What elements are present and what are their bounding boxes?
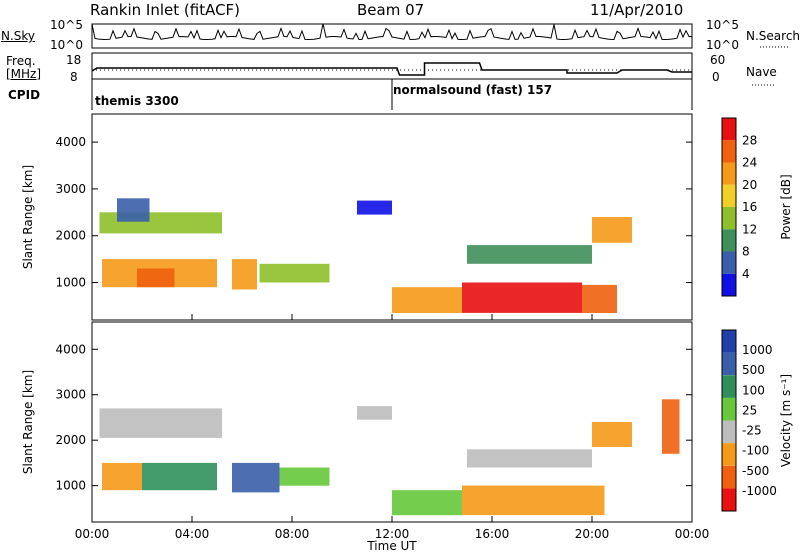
power-colorbar-swatch	[722, 273, 736, 297]
power-region	[467, 245, 592, 264]
velocity-region	[99, 408, 222, 438]
velocity-region	[392, 490, 462, 516]
power-colorbar-swatch	[722, 162, 736, 185]
power-ytick-label: 2000	[55, 229, 86, 243]
power-colorbar-tick: 16	[742, 200, 757, 214]
nave-tick-bottom: 0	[712, 70, 720, 84]
velocity-colorbar-swatch	[722, 375, 736, 398]
velocity-colorbar-swatch	[722, 488, 736, 511]
power-region	[357, 200, 392, 215]
power-colorbar-swatch	[722, 118, 736, 141]
power-colorbar-swatch	[722, 229, 736, 252]
power-region	[462, 282, 582, 313]
cpid-mode-1: themis 3300	[95, 94, 179, 108]
velocity-colorbar-label: Velocity [m s⁻¹]	[779, 374, 793, 467]
xtick-label: 08:00	[275, 527, 310, 541]
velocity-colorbar-frame	[721, 329, 737, 512]
velocity-region	[102, 462, 142, 491]
power-ylabel: Slant Range [km]	[21, 165, 35, 269]
xtick-label: 04:00	[175, 527, 210, 541]
velocity-colorbar-tick: -25	[742, 424, 762, 438]
power-ytick-label: 4000	[55, 135, 86, 149]
velocity-region	[462, 485, 605, 516]
power-colorbar-swatch	[722, 140, 736, 163]
velocity-region	[357, 406, 392, 420]
nsearch-label: N.Search	[746, 29, 800, 43]
nsky-label: N.Sky	[1, 29, 36, 43]
power-ytick-label: 1000	[55, 276, 86, 290]
velocity-colorbar-swatch	[722, 397, 736, 421]
freq-tick-top: 18	[66, 53, 82, 67]
power-region	[259, 263, 330, 283]
station-title: Rankin Inlet (fitACF)	[90, 1, 241, 19]
freq-label: Freq.	[6, 54, 36, 68]
power-region	[117, 198, 150, 222]
freq-unit: [MHz]	[6, 67, 42, 81]
power-region	[392, 287, 462, 313]
nsearch-tick-bottom: 10^0	[706, 38, 739, 52]
power-colorbar-swatch	[722, 207, 736, 230]
nsky-trace	[91, 23, 692, 41]
power-colorbar-tick: 12	[742, 222, 757, 236]
xtick-label: 12:00	[375, 527, 410, 541]
power-ytick-label: 3000	[55, 182, 86, 196]
nave-label: Nave	[746, 65, 777, 79]
velocity-colorbar-tick: 100	[742, 383, 765, 397]
xtick-label: 20:00	[575, 527, 610, 541]
nave-tick-top: 60	[710, 53, 726, 67]
velocity-ytick-label: 4000	[55, 342, 86, 356]
cpid-label: CPID	[8, 88, 41, 102]
power-colorbar-frame	[721, 117, 737, 297]
freq-trace	[91, 62, 692, 76]
xtick-label: 16:00	[475, 527, 510, 541]
power-colorbar-swatch	[722, 184, 736, 208]
velocity-colorbar-tick: 1000	[742, 343, 773, 357]
velocity-colorbar-swatch	[722, 420, 736, 444]
velocity-region	[662, 399, 680, 454]
velocity-colorbar-tick: -500	[742, 464, 769, 478]
xtick-label: 00:00	[675, 527, 710, 541]
freq-strip	[91, 52, 693, 80]
power-colorbar-tick: 4	[742, 267, 750, 281]
velocity-colorbar-tick: -1000	[742, 484, 777, 498]
velocity-colorbar-tick: -100	[742, 444, 769, 458]
power-colorbar-swatch	[722, 251, 736, 274]
velocity-colorbar-tick: 500	[742, 363, 765, 377]
velocity-region	[467, 449, 592, 468]
velocity-ytick-label: 2000	[55, 433, 86, 447]
xtick-label: 00:00	[75, 527, 110, 541]
velocity-colorbar-tick: 25	[742, 403, 757, 417]
power-region	[592, 217, 632, 243]
power-region	[137, 268, 175, 288]
nsearch-tick-top: 10^5	[706, 18, 739, 32]
power-colorbar-tick: 20	[742, 178, 757, 192]
velocity-ytick-label: 3000	[55, 388, 86, 402]
power-colorbar-tick: 8	[742, 245, 750, 259]
velocity-colorbar-swatch	[722, 443, 736, 466]
power-colorbar-tick: 24	[742, 156, 757, 170]
velocity-region	[232, 462, 280, 493]
velocity-colorbar-swatch	[722, 465, 736, 489]
velocity-region	[592, 422, 632, 447]
velocity-region	[279, 467, 330, 486]
power-region	[232, 259, 257, 290]
xaxis-title: Time UT	[366, 539, 417, 553]
date-title: 11/Apr/2010	[590, 1, 684, 19]
velocity-ylabel: Slant Range [km]	[21, 370, 35, 474]
power-colorbar-label: Power [dB]	[779, 174, 793, 239]
velocity-colorbar-swatch	[722, 330, 736, 353]
power-colorbar-tick: 28	[742, 133, 757, 147]
cpid-mode-2: normalsound (fast) 157	[393, 83, 553, 97]
velocity-region	[142, 462, 217, 491]
power-region	[582, 284, 617, 313]
velocity-ytick-label: 1000	[55, 479, 86, 493]
nsky-tick-top: 10^5	[50, 18, 83, 32]
velocity-colorbar-swatch	[722, 352, 736, 376]
nsky-tick-bottom: 10^0	[50, 38, 83, 52]
beam-title: Beam 07	[357, 1, 425, 19]
freq-tick-bottom: 8	[70, 70, 78, 84]
